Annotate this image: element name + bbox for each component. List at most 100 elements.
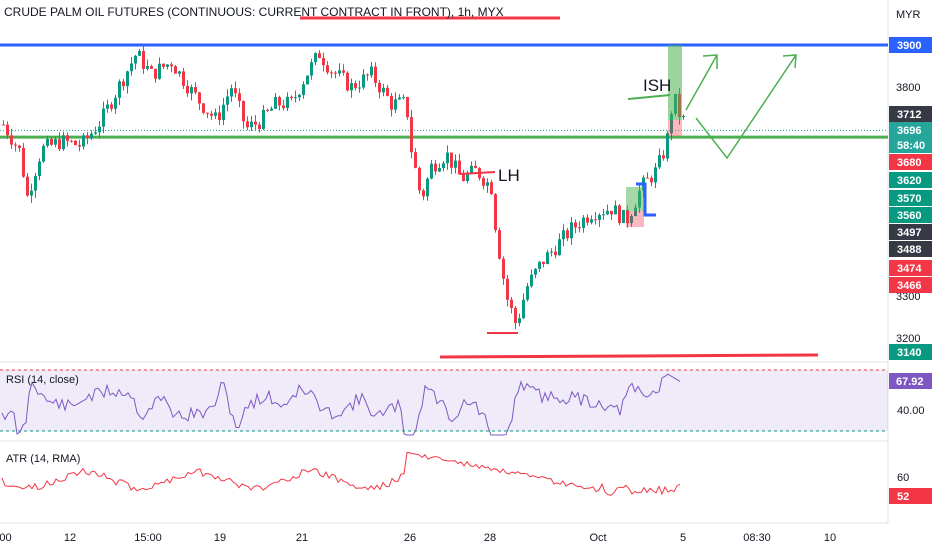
candle[interactable]: [310, 62, 313, 76]
candle[interactable]: [382, 87, 385, 93]
candle[interactable]: [386, 87, 389, 96]
candle[interactable]: [574, 222, 577, 228]
candle[interactable]: [334, 72, 337, 74]
candle[interactable]: [398, 97, 401, 100]
candle[interactable]: [26, 176, 29, 196]
candle[interactable]: [82, 135, 85, 147]
position-loss-zone[interactable]: [668, 120, 682, 136]
candle[interactable]: [102, 108, 105, 127]
price-label-badge[interactable]: [889, 106, 932, 122]
candle[interactable]: [522, 299, 525, 319]
candle[interactable]: [262, 109, 265, 129]
projection-path[interactable]: [685, 54, 718, 111]
candle[interactable]: [658, 155, 661, 168]
candle[interactable]: [566, 230, 569, 239]
drawn-red-line[interactable]: [459, 171, 496, 175]
candle[interactable]: [70, 140, 73, 142]
candle[interactable]: [466, 173, 469, 182]
candle[interactable]: [130, 63, 133, 72]
position-profit-zone[interactable]: [668, 45, 682, 120]
price-label-badge[interactable]: [889, 172, 932, 188]
candle[interactable]: [110, 104, 113, 109]
candle[interactable]: [682, 115, 685, 118]
candle[interactable]: [498, 230, 501, 259]
candle[interactable]: [194, 87, 197, 93]
candle[interactable]: [610, 210, 613, 215]
candle[interactable]: [554, 251, 557, 256]
candle[interactable]: [286, 96, 289, 109]
candle[interactable]: [246, 121, 249, 128]
candle[interactable]: [306, 75, 309, 85]
candle[interactable]: [662, 155, 665, 159]
candle[interactable]: [282, 105, 285, 109]
candle[interactable]: [586, 217, 589, 223]
candle[interactable]: [114, 97, 117, 109]
candle[interactable]: [90, 133, 93, 138]
candle[interactable]: [150, 66, 153, 69]
candle[interactable]: [30, 190, 33, 196]
candle[interactable]: [34, 176, 37, 191]
candle[interactable]: [542, 261, 545, 265]
candle[interactable]: [394, 99, 397, 110]
rsi-line[interactable]: [1, 373, 681, 436]
candle[interactable]: [590, 219, 593, 223]
candle[interactable]: [634, 207, 637, 217]
candle[interactable]: [106, 104, 109, 109]
candle[interactable]: [666, 133, 669, 159]
candle[interactable]: [506, 278, 509, 300]
candle[interactable]: [654, 167, 657, 183]
candle[interactable]: [322, 58, 325, 66]
price-label-badge[interactable]: [889, 207, 932, 223]
candle[interactable]: [66, 135, 69, 141]
candle[interactable]: [598, 214, 601, 220]
candle[interactable]: [342, 70, 345, 73]
price-label-badge[interactable]: [889, 260, 932, 276]
candle[interactable]: [242, 100, 245, 122]
candle[interactable]: [626, 209, 629, 224]
candle[interactable]: [390, 95, 393, 110]
candle[interactable]: [422, 190, 425, 197]
candle[interactable]: [182, 71, 185, 86]
candle[interactable]: [298, 94, 301, 98]
candle[interactable]: [514, 307, 517, 324]
price-panel[interactable]: [0, 16, 888, 359]
candle[interactable]: [410, 117, 413, 153]
candle[interactable]: [326, 65, 329, 73]
candle[interactable]: [562, 230, 565, 240]
candle[interactable]: [530, 274, 533, 287]
position-loss-zone[interactable]: [626, 211, 644, 227]
candle[interactable]: [502, 258, 505, 279]
candle[interactable]: [318, 53, 321, 59]
candle[interactable]: [378, 82, 381, 93]
candle[interactable]: [330, 72, 333, 74]
candle[interactable]: [6, 124, 9, 136]
candle[interactable]: [166, 64, 169, 67]
candle[interactable]: [370, 66, 373, 76]
candle[interactable]: [622, 209, 625, 224]
candle[interactable]: [346, 72, 349, 91]
candle[interactable]: [158, 63, 161, 79]
candle[interactable]: [446, 152, 449, 164]
candle[interactable]: [594, 219, 597, 221]
price-label-badge[interactable]: [889, 224, 932, 240]
projection-path[interactable]: [695, 54, 797, 160]
candle[interactable]: [570, 222, 573, 239]
candle[interactable]: [606, 210, 609, 215]
candle[interactable]: [538, 261, 541, 269]
candle[interactable]: [186, 85, 189, 94]
price-label-badge[interactable]: [889, 122, 932, 138]
candle[interactable]: [210, 113, 213, 116]
candle[interactable]: [558, 239, 561, 256]
rsi-panel[interactable]: 40.00 67.92: [0, 369, 932, 436]
candle[interactable]: [258, 124, 261, 129]
candle[interactable]: [602, 214, 605, 216]
candle[interactable]: [366, 74, 369, 76]
candle[interactable]: [14, 144, 17, 146]
candle[interactable]: [374, 66, 377, 83]
candle[interactable]: [62, 135, 65, 150]
candle[interactable]: [98, 126, 101, 133]
candle[interactable]: [494, 194, 497, 231]
candle[interactable]: [338, 70, 341, 74]
atr-legend[interactable]: ATR (14, RMA): [6, 453, 80, 465]
